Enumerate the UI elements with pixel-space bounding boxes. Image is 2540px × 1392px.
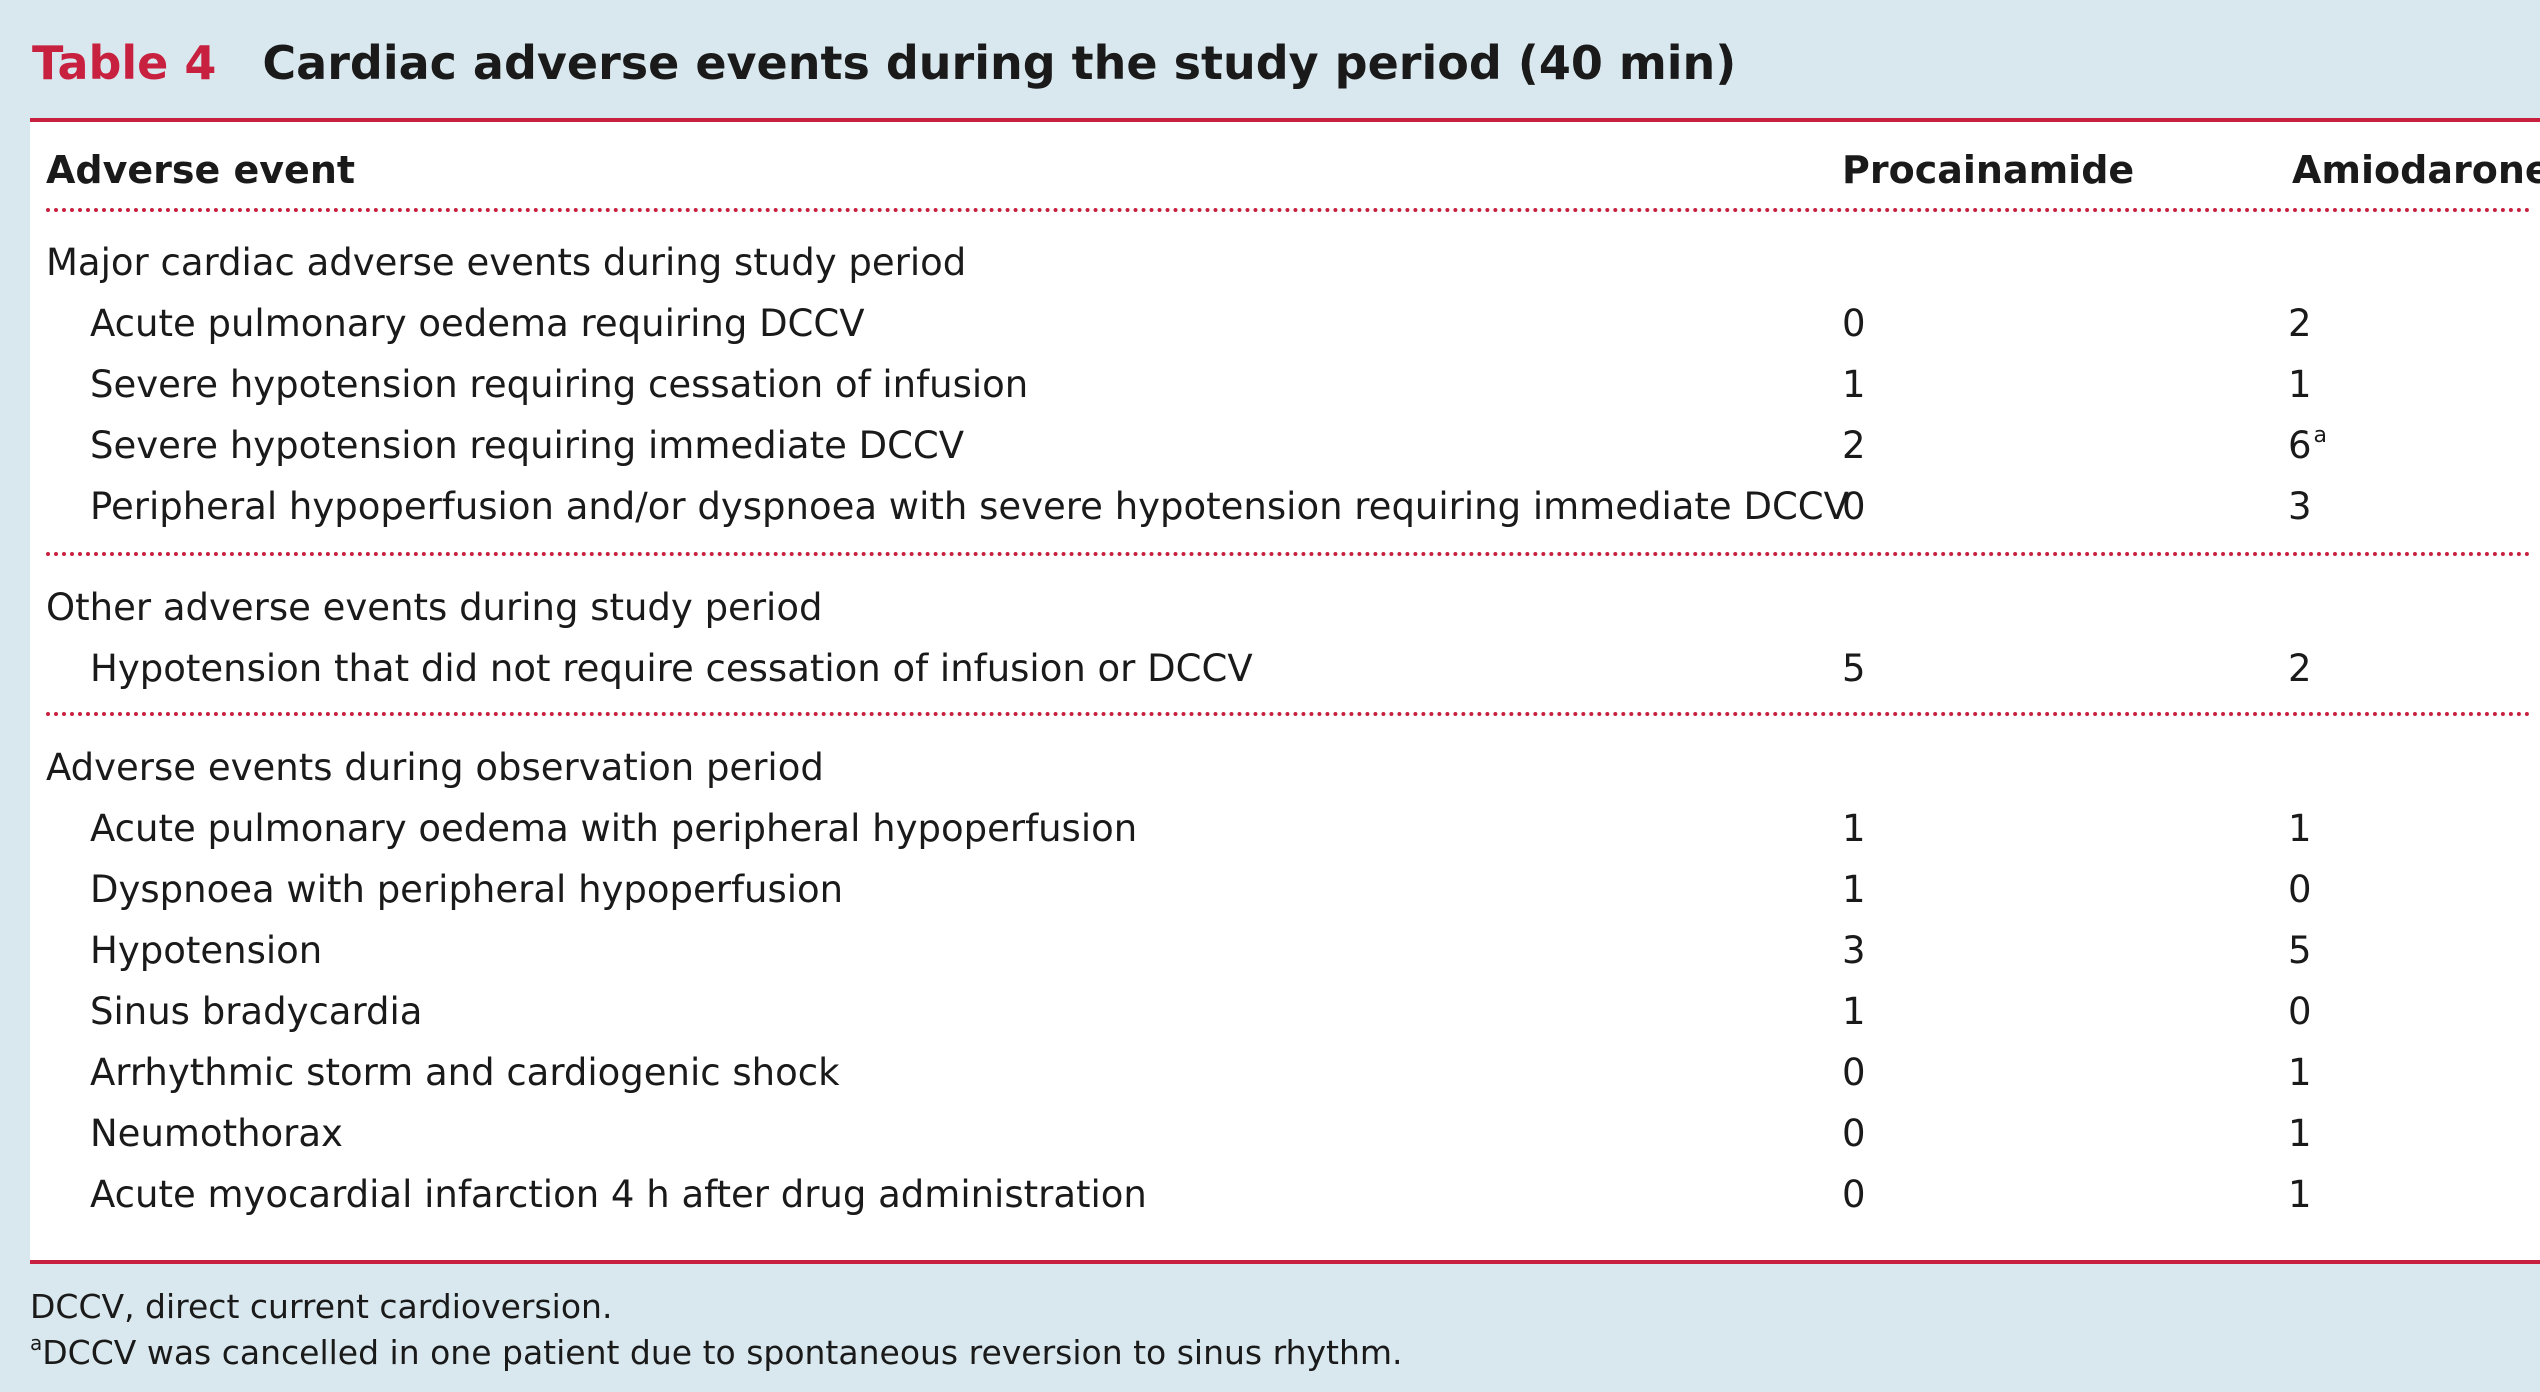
section-title: Other adverse events during study period — [46, 586, 823, 629]
amiodarone-value: 0 — [2288, 990, 2312, 1033]
procainamide-value: 0 — [1842, 1173, 1866, 1216]
footnote-abbreviation: DCCV, direct current cardioversion. — [30, 1287, 613, 1326]
table-footnotes: DCCV, direct current cardioversion. aDCC… — [30, 1284, 1403, 1380]
row-label: Peripheral hypoperfusion and/or dyspnoea… — [90, 485, 1849, 528]
table-caption: Table 4 Cardiac adverse events during th… — [32, 28, 1736, 98]
table-body: Adverse event Procainamide Amiodarone Ma… — [30, 118, 2540, 1264]
table-title: Cardiac adverse events during the study … — [262, 36, 1737, 90]
row-label: Severe hypotension requiring immediate D… — [90, 424, 965, 467]
amiodarone-value: 2 — [2288, 302, 2312, 345]
row-label: Hypotension — [90, 929, 323, 972]
table-row: Severe hypotension requiring cessation o… — [30, 354, 2540, 416]
row-label: Hypotension that did not require cessati… — [90, 647, 1253, 690]
procainamide-value: 1 — [1842, 868, 1866, 911]
amiodarone-value: 5 — [2288, 929, 2312, 972]
procainamide-value: 0 — [1842, 485, 1866, 528]
amiodarone-value-cell: 6a — [2288, 415, 2327, 483]
row-label: Dyspnoea with peripheral hypoperfusion — [90, 868, 844, 911]
amiodarone-value: 1 — [2288, 1173, 2312, 1216]
section-title: Major cardiac adverse events during stud… — [46, 241, 967, 284]
section-title: Adverse events during observation period — [46, 746, 824, 789]
footnote-text: DCCV was cancelled in one patient due to… — [42, 1333, 1403, 1372]
procainamide-value: 5 — [1842, 647, 1866, 690]
column-header-amiodarone: Amiodarone — [2292, 148, 2540, 192]
column-header-procainamide: Procainamide — [1842, 148, 2135, 192]
amiodarone-value: 3 — [2288, 485, 2312, 528]
row-label: Acute pulmonary oedema requiring DCCV — [90, 302, 865, 345]
row-label: Neumothorax — [90, 1112, 343, 1155]
table-row: Severe hypotension requiring immediate D… — [30, 415, 2540, 477]
table-row: Hypotension 3 5 — [30, 920, 2540, 982]
row-label: Sinus bradycardia — [90, 990, 423, 1033]
amiodarone-value: 1 — [2288, 363, 2312, 406]
amiodarone-value: 6 — [2288, 424, 2312, 467]
section-divider — [46, 552, 2532, 556]
table-row: Peripheral hypoperfusion and/or dyspnoea… — [30, 476, 2540, 538]
amiodarone-value: 2 — [2288, 647, 2312, 690]
table-row: Acute pulmonary oedema with peripheral h… — [30, 798, 2540, 860]
section-heading: Other adverse events during study period — [30, 577, 2540, 639]
table-number: Table 4 — [32, 36, 217, 90]
amiodarone-value: 1 — [2288, 807, 2312, 850]
procainamide-value: 0 — [1842, 1051, 1866, 1094]
procainamide-value: 3 — [1842, 929, 1866, 972]
footnote-a: aDCCV was cancelled in one patient due t… — [30, 1330, 1403, 1380]
row-label: Acute myocardial infarction 4 h after dr… — [90, 1173, 1147, 1216]
section-divider — [46, 712, 2532, 716]
amiodarone-value: 1 — [2288, 1051, 2312, 1094]
table-row: Arrhythmic storm and cardiogenic shock 0… — [30, 1042, 2540, 1104]
table-row: Sinus bradycardia 1 0 — [30, 981, 2540, 1043]
row-label: Arrhythmic storm and cardiogenic shock — [90, 1051, 840, 1094]
footnote-marker: a — [30, 1331, 43, 1355]
table-row: Hypotension that did not require cessati… — [30, 638, 2540, 700]
procainamide-value: 0 — [1842, 302, 1866, 345]
row-label: Acute pulmonary oedema with peripheral h… — [90, 807, 1138, 850]
procainamide-value: 2 — [1842, 424, 1866, 467]
procainamide-value: 1 — [1842, 807, 1866, 850]
section-heading: Adverse events during observation period — [30, 737, 2540, 799]
row-label: Severe hypotension requiring cessation o… — [90, 363, 1029, 406]
table-row: Dyspnoea with peripheral hypoperfusion 1… — [30, 859, 2540, 921]
column-header-adverse-event: Adverse event — [46, 148, 356, 192]
procainamide-value: 1 — [1842, 990, 1866, 1033]
table-row: Neumothorax 0 1 — [30, 1103, 2540, 1165]
amiodarone-value: 1 — [2288, 1112, 2312, 1155]
footnote-marker: a — [2313, 423, 2328, 448]
amiodarone-value: 0 — [2288, 868, 2312, 911]
table-row: Acute pulmonary oedema requiring DCCV 0 … — [30, 293, 2540, 355]
procainamide-value: 0 — [1842, 1112, 1866, 1155]
table-row: Acute myocardial infarction 4 h after dr… — [30, 1164, 2540, 1226]
header-divider — [46, 208, 2532, 212]
section-heading: Major cardiac adverse events during stud… — [30, 232, 2540, 294]
procainamide-value: 1 — [1842, 363, 1866, 406]
